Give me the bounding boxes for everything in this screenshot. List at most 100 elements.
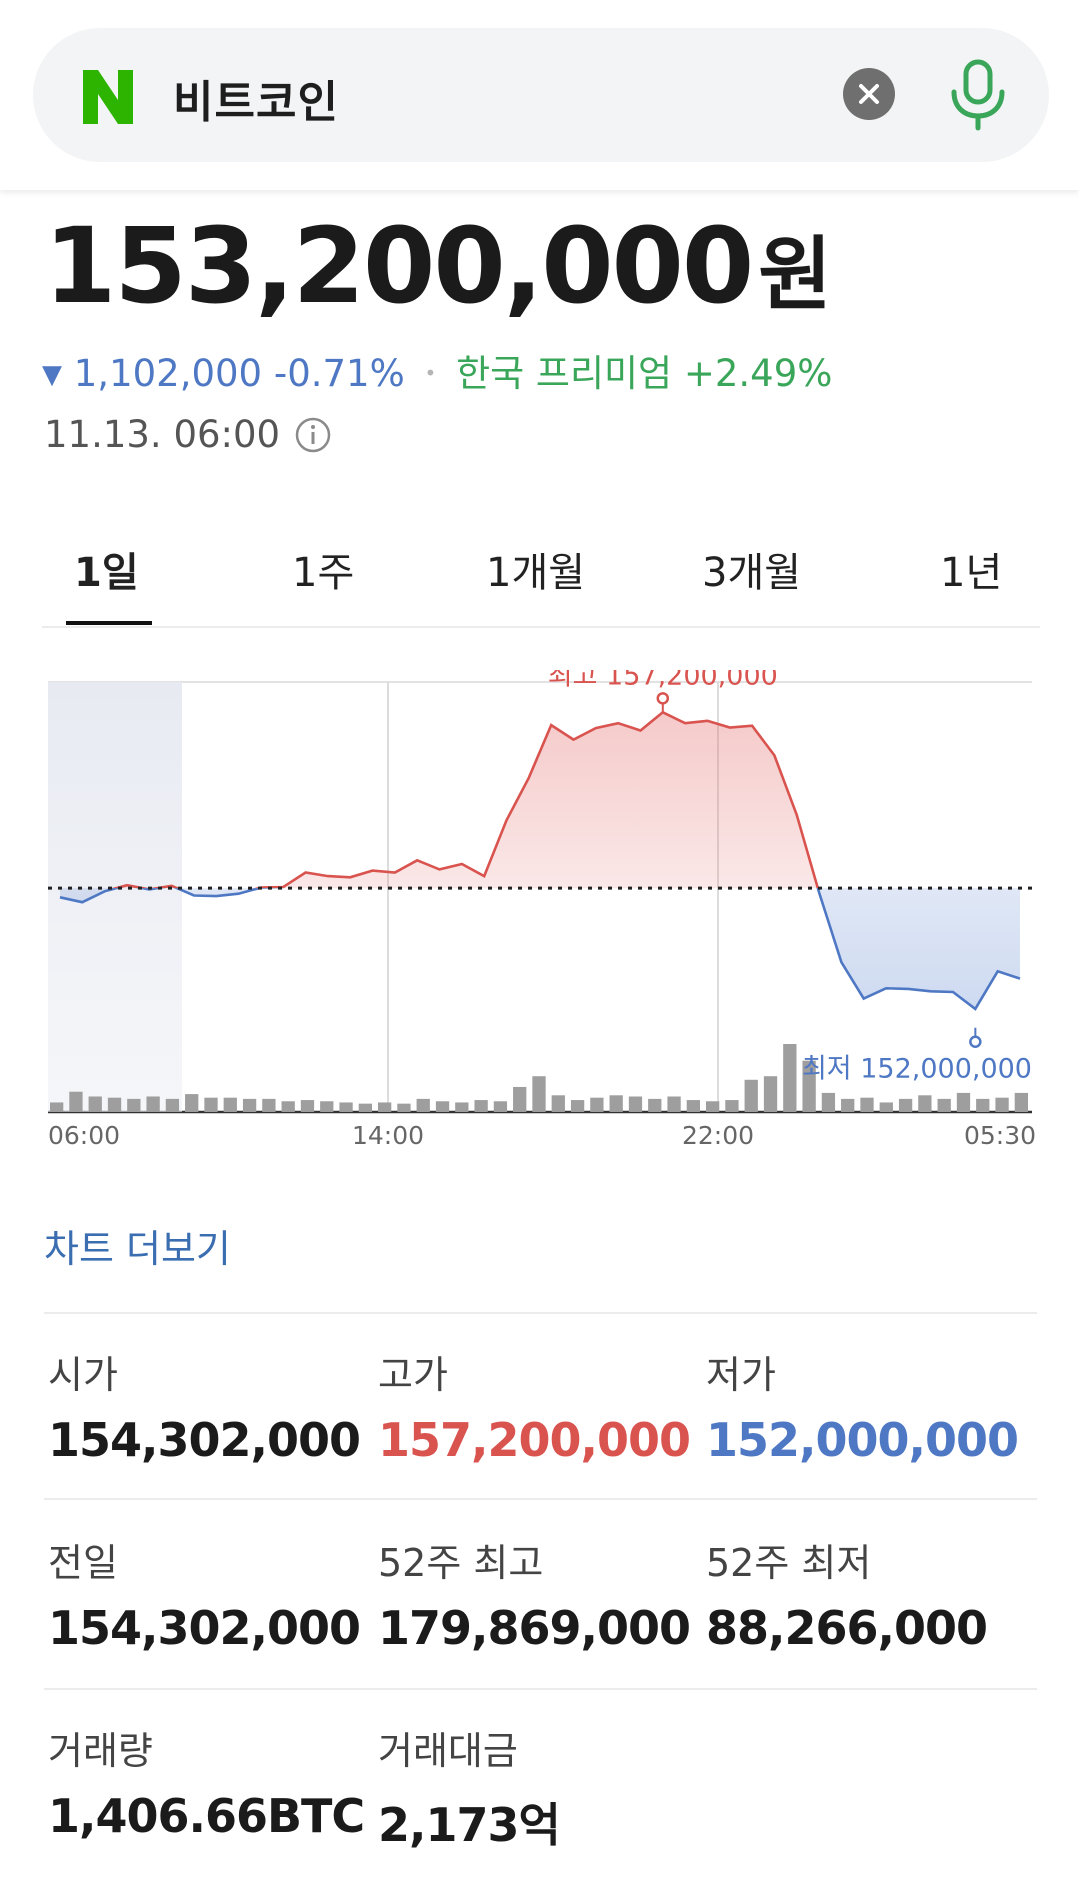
low-annotation: 최저 152,000,000 — [802, 1054, 1032, 1085]
change-amount: 1,102,000 — [73, 352, 263, 395]
stat-value: 179,869,000 — [378, 1601, 691, 1655]
volume-bar — [841, 1098, 855, 1112]
volume-bar — [397, 1103, 411, 1112]
high-marker — [656, 692, 670, 705]
current-price: 153,200,000원 — [44, 205, 832, 327]
volume-bar — [127, 1098, 141, 1112]
down-arrow-icon: ▼ — [42, 360, 62, 390]
naver-logo-icon — [83, 70, 133, 124]
volume-bar — [69, 1091, 83, 1112]
price-change: ▼ 1,102,000 -0.71% • 한국 프리미엄 +2.49% — [42, 343, 832, 397]
volume-bar — [918, 1095, 932, 1112]
stat-trade-amount: 거래대금 2,173억 — [378, 1720, 561, 1855]
stat-label: 거래대금 — [378, 1729, 518, 1773]
header: 비트코인 — [0, 0, 1079, 190]
stat-low: 저가 152,000,000 — [706, 1344, 1019, 1467]
volume-bar — [725, 1100, 739, 1112]
volume-bar — [667, 1096, 681, 1112]
x-tick-label: 22:00 — [682, 1121, 754, 1150]
volume-bar — [416, 1098, 430, 1112]
stat-label: 52주 최고 — [378, 1541, 544, 1585]
volume-bar — [300, 1100, 315, 1112]
volume-bar — [320, 1101, 334, 1112]
stat-high: 고가 157,200,000 — [378, 1344, 691, 1467]
volume-bar — [88, 1096, 102, 1112]
volume-bar — [435, 1101, 450, 1112]
volume-bar — [879, 1102, 893, 1112]
tab-1week[interactable]: 1주 — [292, 550, 355, 596]
search-query[interactable]: 비트코인 — [173, 77, 339, 128]
volume-bar — [493, 1101, 508, 1112]
volume-bar — [185, 1094, 199, 1112]
stat-value: 152,000,000 — [706, 1413, 1019, 1467]
volume-bar — [223, 1097, 237, 1112]
stat-52w-low: 52주 최저 88,266,000 — [706, 1532, 988, 1655]
stats-divider — [44, 1498, 1037, 1500]
korea-premium-label: 한국 프리미엄 — [456, 352, 673, 395]
stat-52w-high: 52주 최고 179,869,000 — [378, 1532, 691, 1655]
price-chart[interactable]: 06:00 14:00 22:00 05:30 최고 157,200,000 최저 152… — [0, 670, 1079, 1160]
chart-area-down — [60, 888, 1020, 1009]
tab-1year[interactable]: 1년 — [940, 550, 1003, 596]
price-value: 153,200,000 — [44, 205, 754, 327]
volume-bar — [570, 1100, 585, 1112]
volume-bar — [802, 1060, 816, 1112]
volume-bar — [821, 1092, 836, 1112]
volume-bar — [995, 1097, 1009, 1112]
high-annotation: 최고 157,200,000 — [548, 670, 778, 691]
volume-bar — [513, 1086, 527, 1112]
volume-bar — [628, 1096, 643, 1112]
volume-bar — [763, 1076, 778, 1112]
volume-bar — [262, 1098, 276, 1112]
more-chart-link[interactable]: 차트 더보기 — [44, 1227, 231, 1271]
stat-prev-close: 전일 154,302,000 — [48, 1532, 361, 1655]
x-tick-label: 14:00 — [352, 1121, 424, 1150]
chart-area-up — [60, 712, 1020, 889]
stats-divider — [44, 1688, 1037, 1690]
price-timestamp: 11.13. 06:00 — [44, 413, 332, 456]
volume-bar — [204, 1097, 218, 1112]
x-tick-label: 05:30 — [964, 1121, 1036, 1150]
microphone-icon[interactable] — [943, 58, 1013, 132]
timestamp-text: 11.13. 06:00 — [44, 413, 281, 456]
volume-bar — [455, 1102, 469, 1112]
volume-bar — [976, 1098, 990, 1112]
volume-bar — [146, 1096, 160, 1112]
volume-bar — [339, 1102, 353, 1112]
price-line-up — [111, 710, 820, 889]
stat-label: 시가 — [48, 1353, 118, 1397]
info-icon[interactable] — [294, 416, 332, 454]
volume-bar — [242, 1098, 257, 1112]
x-tick-label: 06:00 — [48, 1121, 120, 1150]
close-icon — [859, 84, 879, 104]
tab-1day[interactable]: 1일 — [74, 550, 139, 596]
volume-bar — [107, 1097, 122, 1112]
volume-bar — [281, 1101, 295, 1112]
stat-label: 저가 — [706, 1353, 776, 1397]
search-bar[interactable]: 비트코인 — [33, 28, 1049, 162]
price-line-down — [59, 888, 1021, 1011]
period-tabs: 1일 1주 1개월 3개월 1년 — [42, 540, 1040, 628]
volume-bar — [551, 1095, 565, 1112]
volume-bar — [358, 1103, 372, 1112]
volume-bar — [609, 1095, 623, 1112]
volume-bar — [378, 1102, 392, 1112]
stat-volume: 거래량 1,406.66BTC — [48, 1720, 365, 1843]
stats-divider-top — [44, 1312, 1037, 1314]
tab-1month[interactable]: 1개월 — [486, 550, 586, 596]
volume-bar — [956, 1092, 971, 1112]
tab-3month[interactable]: 3개월 — [702, 550, 802, 596]
low-marker — [969, 1035, 982, 1048]
volume-bar — [706, 1101, 720, 1112]
volume-bar — [937, 1098, 951, 1112]
clear-search-button[interactable] — [843, 68, 895, 120]
active-tab-indicator — [66, 621, 152, 625]
stat-value: 154,302,000 — [48, 1413, 361, 1467]
volume-bar — [50, 1102, 64, 1112]
stat-value: 154,302,000 — [48, 1601, 361, 1655]
volume-bar — [898, 1098, 913, 1112]
volume-bar — [1014, 1092, 1028, 1112]
stat-value: 1,406.66BTC — [48, 1789, 365, 1843]
volume-bar — [474, 1100, 488, 1112]
stat-label: 고가 — [378, 1353, 448, 1397]
